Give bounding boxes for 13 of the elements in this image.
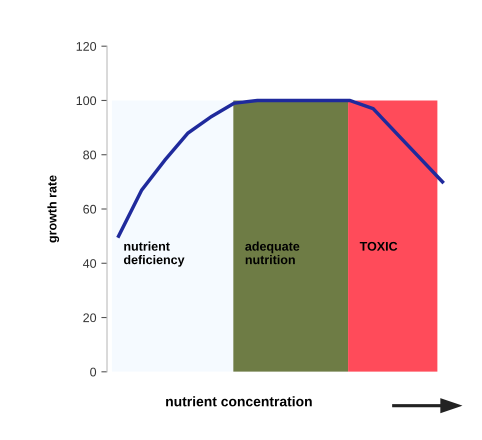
y-tick-label: 120: [76, 42, 96, 51]
y-tick-label: 80: [83, 150, 96, 160]
y-axis-title: growth rate: [47, 175, 60, 243]
y-tick-label: 20: [83, 313, 96, 322]
line-series: [116, 98, 444, 238]
annotation: nutrient deficiency: [124, 242, 184, 267]
annotation: adequate nutrition: [245, 242, 300, 264]
y-tick-label: 40: [82, 259, 96, 268]
x-axis-title: nutrient concentration: [166, 396, 312, 406]
y-tick-label: 0: [90, 368, 96, 376]
annotation: TOXIC: [360, 242, 398, 251]
y-tick-label: 100: [76, 96, 96, 106]
y-tick-label: 60: [83, 204, 96, 214]
